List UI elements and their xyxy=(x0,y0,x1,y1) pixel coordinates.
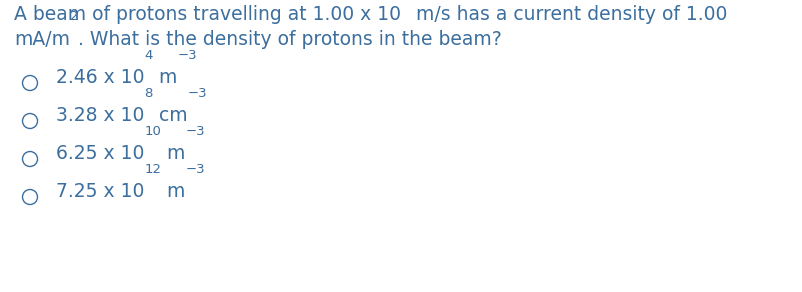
Text: cm: cm xyxy=(152,106,188,125)
Text: m: m xyxy=(161,144,185,163)
Text: −3: −3 xyxy=(177,49,196,62)
Text: 10: 10 xyxy=(144,125,161,138)
Text: −3: −3 xyxy=(188,87,207,100)
Text: 4: 4 xyxy=(144,49,153,62)
Text: A beam of protons travelling at 1.00 x 10: A beam of protons travelling at 1.00 x 1… xyxy=(14,5,401,24)
Text: 2.46 x 10: 2.46 x 10 xyxy=(56,68,144,87)
Text: mA/m: mA/m xyxy=(14,30,70,49)
Text: m/s has a current density of 1.00: m/s has a current density of 1.00 xyxy=(410,5,727,24)
Text: . What is the density of protons in the beam?: . What is the density of protons in the … xyxy=(79,30,502,49)
Text: m: m xyxy=(153,68,177,87)
Text: −3: −3 xyxy=(185,125,205,138)
Text: 7.25 x 10: 7.25 x 10 xyxy=(56,182,144,201)
Text: 12: 12 xyxy=(144,163,161,176)
Text: −3: −3 xyxy=(186,163,205,176)
Text: 3.28 x 10: 3.28 x 10 xyxy=(56,106,144,125)
Text: 2: 2 xyxy=(70,10,79,23)
Text: m: m xyxy=(161,182,186,201)
Text: 6.25 x 10: 6.25 x 10 xyxy=(56,144,144,163)
Text: 8: 8 xyxy=(144,87,152,100)
